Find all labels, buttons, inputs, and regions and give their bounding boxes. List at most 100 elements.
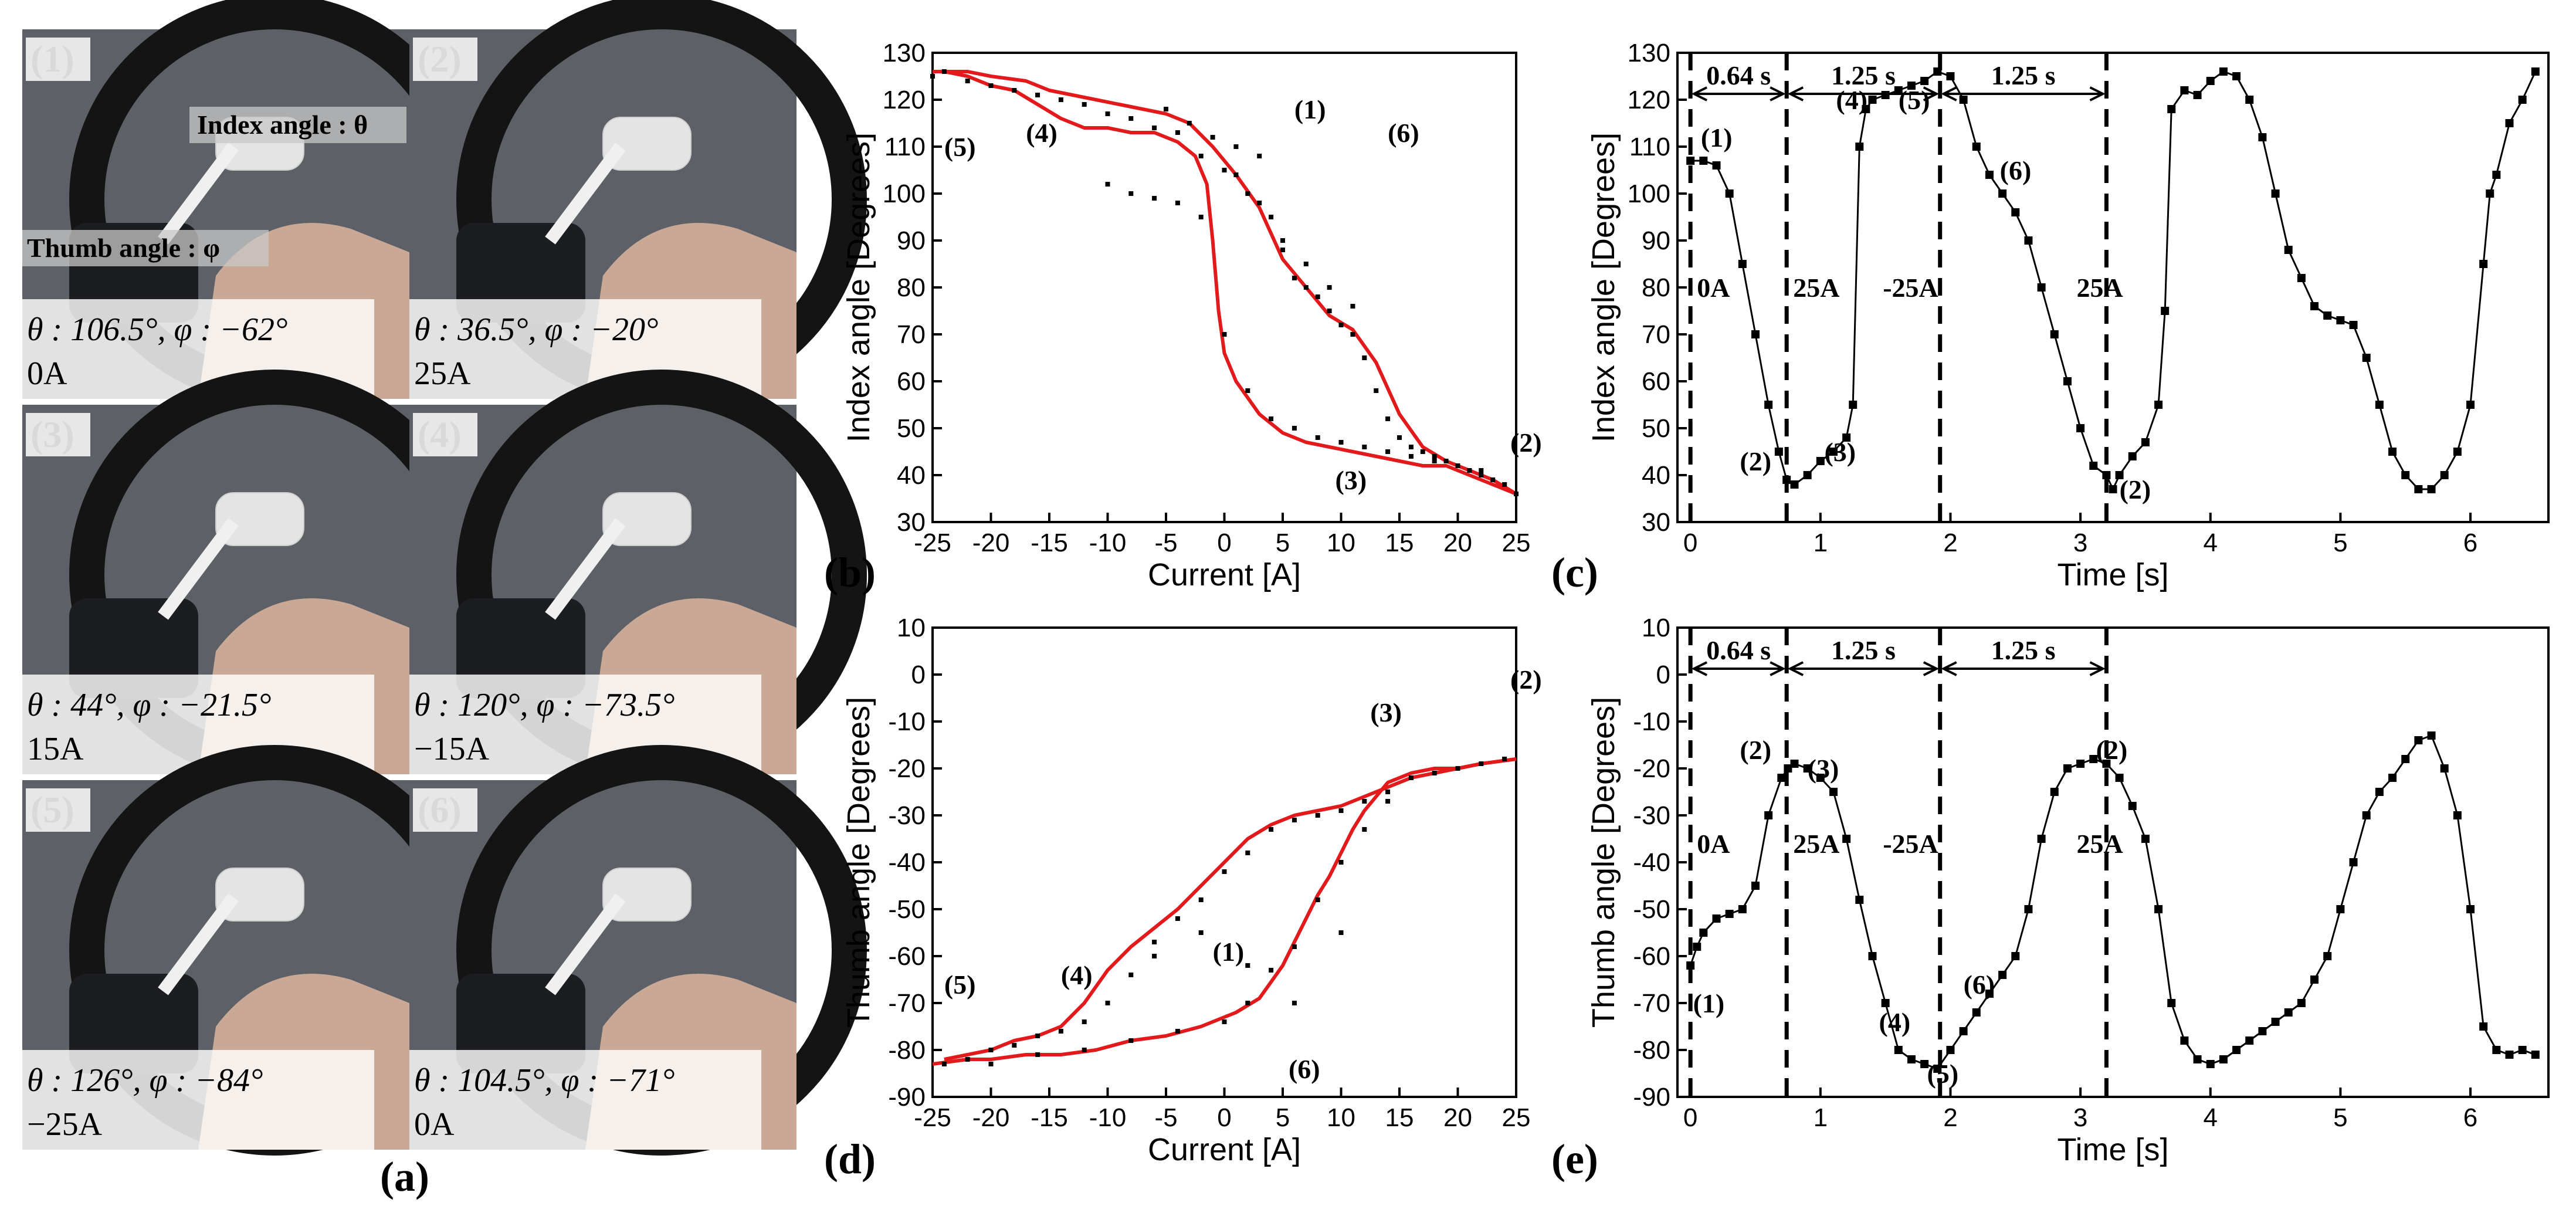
- data-point: [1502, 482, 1507, 487]
- data-marker: [2479, 1022, 2488, 1031]
- y-tick-label: 30: [1642, 508, 1670, 537]
- data-marker: [1881, 91, 1890, 99]
- state-annotation: (4): [1836, 85, 1867, 115]
- data-marker: [2531, 1051, 2540, 1059]
- data-point: [1233, 172, 1239, 177]
- x-tick-label: 5: [2333, 529, 2347, 557]
- y-tick-label: 60: [1642, 367, 1670, 396]
- data-marker: [2284, 1008, 2293, 1017]
- finger-strap: [69, 598, 198, 698]
- data-marker: [1764, 401, 1773, 409]
- interval-label: 1.25 s: [1831, 635, 1896, 665]
- data-point: [1058, 97, 1063, 102]
- x-tick-label: -25: [914, 529, 951, 557]
- y-tick-label: 10: [897, 614, 926, 642]
- data-marker: [1933, 67, 1942, 76]
- plot-frame: [1676, 626, 2550, 1098]
- exoskeleton-joint: [602, 492, 692, 546]
- y-tick-label: -80: [1633, 1036, 1670, 1065]
- data-marker: [2037, 283, 2046, 292]
- data-marker: [2115, 774, 2124, 782]
- photo-number-bg: [413, 413, 477, 456]
- data-point: [1292, 276, 1297, 280]
- x-axis-label: Time [s]: [2057, 1132, 2168, 1167]
- data-marker: [2161, 307, 2170, 315]
- y-tick-label: -30: [1633, 801, 1670, 830]
- data-point: [1105, 1001, 1110, 1005]
- series-fit-decreasing: [944, 70, 1517, 496]
- x-tick-label: -5: [1154, 529, 1177, 557]
- y-tick-label: -70: [888, 989, 926, 1018]
- data-marker: [2102, 760, 2111, 768]
- current-label: -25A: [1883, 273, 1938, 303]
- data-point: [1245, 1001, 1250, 1005]
- data-marker: [2297, 999, 2306, 1007]
- data-point: [1315, 435, 1320, 440]
- data-marker: [2453, 811, 2462, 819]
- state-annotation: (6): [2000, 155, 2032, 185]
- state-annotation: (6): [1289, 1054, 1320, 1084]
- state-annotation: (3): [1370, 697, 1402, 727]
- data-marker: [2440, 764, 2449, 773]
- data-marker: [2362, 811, 2371, 819]
- y-tick-label: 50: [897, 414, 926, 443]
- data-point: [1292, 944, 1297, 949]
- y-tick-label: -60: [888, 942, 926, 971]
- x-tick-label: 15: [1385, 529, 1414, 557]
- data-point: [1245, 388, 1250, 393]
- data-marker: [1699, 157, 1708, 165]
- data-marker: [2232, 1046, 2241, 1054]
- y-tick-label: -70: [1633, 989, 1670, 1018]
- angle-overlay: [22, 1050, 374, 1150]
- data-marker: [2063, 377, 2072, 385]
- x-tick-label: -10: [1089, 1103, 1127, 1132]
- exoskeleton-link: [158, 518, 239, 620]
- x-tick-label: 0: [1683, 529, 1697, 557]
- interval-label: 1.25 s: [1991, 635, 2056, 665]
- panel-label-b: (b): [824, 549, 876, 596]
- data-point: [1082, 102, 1087, 107]
- data-point: [1198, 154, 1204, 158]
- data-marker: [2050, 788, 2059, 796]
- data-marker: [1862, 105, 1870, 113]
- data-marker: [2115, 471, 2124, 479]
- exoskeleton-joint: [602, 868, 692, 922]
- data-marker: [2141, 835, 2150, 843]
- data-point: [1292, 818, 1297, 822]
- y-axis-label: Index angle [Degrees]: [841, 133, 876, 442]
- data-marker: [2258, 133, 2267, 141]
- y-tick-label: 50: [1642, 414, 1670, 443]
- data-point: [930, 74, 935, 79]
- data-point: [1432, 459, 1437, 463]
- y-tick-label: 0: [1656, 660, 1670, 689]
- x-tick-label: -15: [1031, 1103, 1068, 1132]
- data-marker: [1985, 990, 1994, 998]
- x-tick-label: 0: [1217, 1103, 1231, 1132]
- y-axis-label: Thumb angle [Degrees]: [1586, 697, 1621, 1028]
- data-point: [1443, 459, 1449, 463]
- data-point: [1245, 963, 1250, 968]
- panel-label-e: (e): [1551, 1136, 1598, 1183]
- data-marker: [2193, 1055, 2202, 1063]
- data-point: [1058, 1029, 1063, 1034]
- data-marker: [2479, 260, 2488, 268]
- data-marker: [1816, 774, 1825, 782]
- data-marker: [1985, 171, 1994, 179]
- y-tick-label: 70: [1642, 320, 1670, 349]
- finger-strap: [69, 974, 198, 1073]
- chart-b: -25 -20 -15 -10 -5 0 5 10 15 20 25 30 40 50 60 70 80 90 10…: [824, 39, 1542, 596]
- data-marker: [2518, 1046, 2527, 1054]
- data-point: [1175, 916, 1180, 921]
- data-marker: [1933, 1065, 1942, 1073]
- data-marker: [2492, 1046, 2501, 1054]
- data-point: [1408, 454, 1414, 459]
- y-tick-label: 80: [897, 273, 926, 302]
- data-point: [1152, 940, 1157, 944]
- data-marker: [2466, 905, 2475, 913]
- data-marker: [2180, 1036, 2189, 1045]
- x-tick-label: 6: [2463, 1103, 2477, 1132]
- data-marker: [1712, 914, 1721, 923]
- interval-label: 1.25 s: [1831, 60, 1896, 90]
